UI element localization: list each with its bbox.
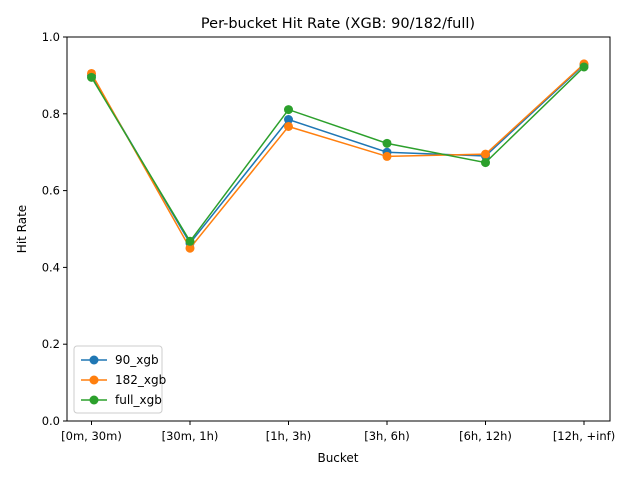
legend-marker bbox=[89, 375, 99, 385]
legend-marker bbox=[89, 395, 99, 405]
data-point-182_xgb bbox=[481, 149, 490, 159]
data-point-90_xgb bbox=[284, 115, 293, 125]
series-line-182_xgb bbox=[90, 63, 585, 250]
data-point-182_xgb bbox=[284, 121, 293, 131]
y-tick-label: 0.0 bbox=[42, 414, 60, 428]
x-axis-label: Bucket bbox=[317, 451, 358, 465]
x-tick-label: [12h, +inf) bbox=[553, 429, 615, 443]
data-point-full_xgb bbox=[185, 236, 195, 246]
y-axis: 0.0 0.2 0.4 0.6 0.8 1.0 bbox=[42, 30, 67, 428]
legend-marker bbox=[89, 355, 99, 365]
legend: 90_xgb 182_xgb full_xgb bbox=[73, 345, 166, 414]
legend-label: full_xgb bbox=[115, 393, 162, 407]
data-point-full_xgb bbox=[481, 158, 490, 168]
plot-frame bbox=[66, 36, 611, 422]
data-point-full_xgb bbox=[579, 62, 589, 72]
y-axis-label: Hit Rate bbox=[15, 205, 29, 253]
y-tick-label: 0.8 bbox=[42, 107, 60, 121]
legend-label: 182_xgb bbox=[115, 373, 166, 387]
x-tick-label: [30m, 1h) bbox=[162, 429, 219, 443]
legend-label: 90_xgb bbox=[115, 353, 159, 367]
data-point-full_xgb bbox=[284, 105, 293, 115]
x-tick-label: [3h, 6h) bbox=[364, 429, 410, 443]
y-tick-label: 0.6 bbox=[42, 184, 60, 198]
plot-area bbox=[66, 36, 611, 422]
x-axis: [0m, 30m) [30m, 1h) [1h, 3h) [3h, 6h) [6h, 1… bbox=[61, 421, 615, 443]
x-tick-label: [0m, 30m) bbox=[61, 429, 122, 443]
data-point-full_xgb bbox=[382, 138, 392, 148]
data-point-full_xgb bbox=[87, 72, 96, 82]
y-tick-label: 0.2 bbox=[42, 337, 60, 351]
y-tick-label: 1.0 bbox=[42, 30, 60, 44]
data-point-182_xgb bbox=[382, 151, 392, 161]
chart-title: Per-bucket Hit Rate (XGB: 90/182/full) bbox=[201, 16, 475, 32]
x-tick-label: [1h, 3h) bbox=[266, 429, 312, 443]
x-tick-label: [6h, 12h) bbox=[459, 429, 512, 443]
series-group bbox=[87, 59, 589, 253]
y-tick-label: 0.4 bbox=[42, 260, 60, 274]
data-point-182_xgb bbox=[185, 243, 195, 253]
series-line-full_xgb bbox=[90, 66, 585, 243]
